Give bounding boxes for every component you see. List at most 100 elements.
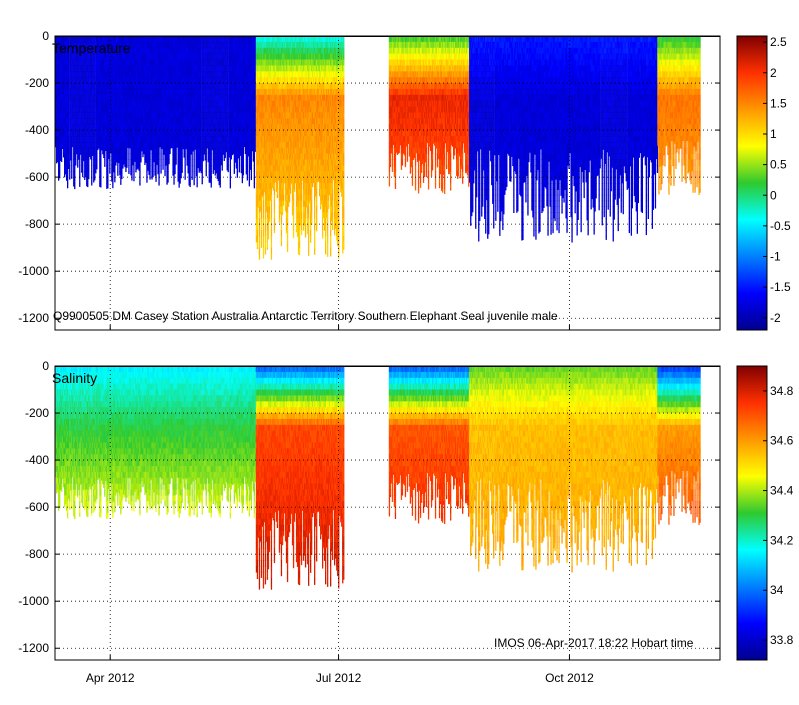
heatmap-cell bbox=[192, 177, 193, 180]
heatmap-cell bbox=[135, 171, 136, 172]
heatmap-cell bbox=[82, 165, 83, 171]
heatmap-cell bbox=[107, 165, 108, 171]
heatmap-cell bbox=[139, 177, 140, 183]
heatmap-cell bbox=[140, 160, 141, 163]
heatmap-cell bbox=[257, 218, 258, 224]
heatmap-cell bbox=[158, 154, 159, 160]
heatmap-cell bbox=[91, 177, 92, 183]
heatmap-cell bbox=[179, 183, 180, 188]
heatmap-cell bbox=[104, 165, 105, 167]
heatmap-cell bbox=[174, 171, 175, 174]
heatmap-cell bbox=[213, 171, 214, 174]
heatmap-cell bbox=[254, 154, 255, 160]
heatmap-cell bbox=[259, 224, 260, 230]
heatmap-cell bbox=[160, 171, 161, 173]
heatmap-cell bbox=[176, 148, 177, 154]
heatmap-cell bbox=[237, 160, 238, 166]
heatmap-cell bbox=[263, 248, 264, 254]
heatmap-cell bbox=[91, 171, 92, 177]
heatmap-cell bbox=[100, 171, 101, 177]
heatmap-cell bbox=[261, 201, 262, 207]
heatmap-cell bbox=[84, 177, 85, 180]
heatmap-cell bbox=[107, 177, 108, 183]
heatmap-cell bbox=[167, 165, 168, 171]
heatmap-cell bbox=[254, 177, 255, 183]
heatmap-cell bbox=[261, 212, 262, 218]
heatmap-cell bbox=[71, 160, 72, 166]
heatmap-cell bbox=[61, 160, 62, 163]
heatmap-cell bbox=[96, 154, 97, 160]
heatmap-cell bbox=[194, 165, 195, 171]
heatmap-cell bbox=[100, 160, 101, 166]
heatmap-cell bbox=[169, 148, 170, 154]
heatmap-cell bbox=[263, 230, 264, 236]
heatmap-cell bbox=[234, 171, 235, 174]
heatmap-cell bbox=[211, 154, 212, 160]
heatmap-cell bbox=[194, 171, 195, 177]
heatmap-cell bbox=[181, 177, 182, 178]
heatmap-cell bbox=[243, 165, 244, 171]
heatmap-cell bbox=[259, 248, 260, 254]
heatmap-cell bbox=[265, 254, 266, 255]
heatmap-cell bbox=[133, 165, 134, 171]
heatmap-cell bbox=[139, 183, 140, 186]
heatmap-cell bbox=[251, 177, 252, 180]
heatmap-cell bbox=[74, 177, 75, 183]
heatmap-cell bbox=[152, 171, 153, 177]
heatmap-cell bbox=[128, 154, 129, 160]
heatmap-cell bbox=[112, 183, 113, 188]
heatmap-cell bbox=[257, 230, 258, 236]
heatmap-cell bbox=[254, 171, 255, 177]
heatmap-cell bbox=[206, 148, 207, 154]
heatmap-cell bbox=[249, 183, 250, 186]
heatmap-cell bbox=[230, 165, 231, 171]
heatmap-cell bbox=[257, 236, 258, 242]
heatmap-cell bbox=[251, 171, 252, 177]
heatmap-cell bbox=[228, 160, 229, 166]
heatmap-cell bbox=[79, 160, 80, 166]
heatmap-cell bbox=[158, 148, 159, 154]
heatmap-cell bbox=[239, 171, 240, 172]
heatmap-cell bbox=[185, 165, 186, 171]
heatmap-cell bbox=[237, 165, 238, 171]
heatmap-cell bbox=[259, 230, 260, 236]
heatmap-cell bbox=[167, 177, 168, 183]
heatmap-cell bbox=[259, 212, 260, 218]
heatmap-cell bbox=[199, 171, 200, 173]
heatmap-cell bbox=[107, 160, 108, 166]
heatmap-cell bbox=[168, 160, 169, 165]
heatmap-cell bbox=[259, 218, 260, 224]
heatmap-cell bbox=[146, 171, 147, 177]
heatmap-cell bbox=[190, 183, 191, 187]
heatmap-cell bbox=[230, 183, 231, 188]
heatmap-cell bbox=[243, 171, 244, 175]
heatmap-cell bbox=[265, 230, 266, 236]
heatmap-cell bbox=[162, 165, 163, 169]
heatmap-cell bbox=[77, 165, 78, 167]
heatmap-cell bbox=[67, 171, 68, 177]
heatmap-cell bbox=[128, 148, 129, 154]
heatmap-cell bbox=[265, 224, 266, 230]
heatmap-cell bbox=[211, 160, 212, 166]
heatmap-cell bbox=[243, 154, 244, 160]
heatmap-cell bbox=[197, 177, 198, 183]
heatmap-cell bbox=[88, 165, 89, 171]
heatmap-cell bbox=[261, 242, 262, 248]
heatmap-cell bbox=[100, 177, 101, 183]
heatmap-cell bbox=[194, 177, 195, 183]
heatmap-cell bbox=[164, 171, 165, 176]
heatmap-cell bbox=[75, 160, 76, 166]
heatmap-cell bbox=[251, 165, 252, 171]
heatmap-cell bbox=[114, 171, 115, 177]
heatmap-cell bbox=[155, 177, 156, 182]
heatmap-cell bbox=[71, 165, 72, 171]
heatmap-cell bbox=[265, 248, 266, 254]
heatmap-cell bbox=[133, 171, 134, 177]
heatmap-cell bbox=[155, 165, 156, 171]
heatmap-cell bbox=[149, 160, 150, 166]
heatmap-cell bbox=[79, 165, 80, 171]
heatmap-cell bbox=[74, 183, 75, 189]
heatmap-cell bbox=[164, 165, 165, 171]
heatmap-cell bbox=[121, 171, 122, 177]
heatmap-cell bbox=[131, 177, 132, 181]
